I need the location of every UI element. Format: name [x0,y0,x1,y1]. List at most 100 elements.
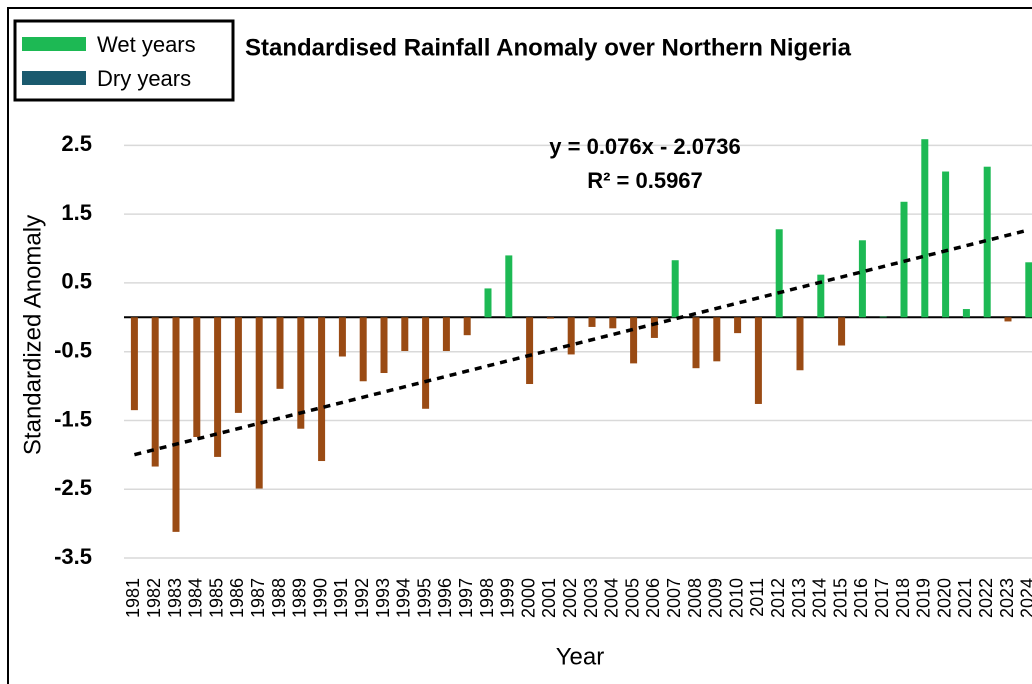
x-tick-label: 1994 [394,578,414,618]
x-tick-label: 1998 [477,578,497,618]
bar [609,317,617,329]
x-tick-label: 2010 [726,578,746,618]
x-tick-label: 1989 [290,578,310,618]
bar [359,317,367,382]
x-tick-label: 1981 [123,578,143,618]
bar [796,317,804,371]
trend-r2: R² = 0.5967 [587,168,703,193]
x-tick-label: 2009 [706,578,726,618]
bar [858,240,866,318]
bar [1004,317,1012,322]
x-tick-label: 1984 [186,578,206,618]
y-tick-label: -3.5 [54,544,92,569]
bar [754,317,762,404]
x-tick-label: 1996 [435,578,455,618]
x-tick-label: 2021 [955,578,975,618]
x-tick-label: 1987 [248,578,268,618]
x-tick-label: 1986 [227,578,247,618]
bar [338,317,346,357]
legend-swatch [22,71,86,85]
x-tick-label: 1988 [269,578,289,618]
bar [463,317,471,336]
x-tick-label: 1990 [310,578,330,618]
x-tick-label: 2022 [976,578,996,618]
bar [151,317,159,467]
x-tick-label: 2012 [768,578,788,618]
x-tick-label: 2014 [810,578,830,618]
x-tick-label: 1995 [414,578,434,618]
bar [255,317,263,489]
bar [775,229,783,318]
bar [546,317,554,319]
legend-swatch [22,37,86,51]
legend-label: Dry years [97,66,191,91]
x-tick-label: 2018 [893,578,913,618]
bar [172,317,180,532]
x-axis-title: Year [556,643,605,670]
x-tick-label: 1983 [165,578,185,618]
bar [879,316,887,318]
x-tick-label: 2007 [664,578,684,618]
bar [442,317,450,352]
y-tick-label: 1.5 [61,200,92,225]
bar [422,317,430,409]
bar [983,166,991,318]
bar [588,317,596,327]
bar [214,317,222,457]
x-tick-label: 2017 [872,578,892,618]
x-tick-label: 1999 [498,578,518,618]
bar [942,171,950,318]
bar [234,317,242,413]
x-tick-label: 2015 [830,578,850,618]
bar [817,274,825,318]
trendline [133,228,1030,457]
y-axis-title: Standardized Anomaly [19,215,46,455]
bar [130,317,138,411]
legend-box [13,19,235,102]
x-tick-label: 2020 [934,578,954,618]
x-tick-label: 2002 [560,578,580,618]
legend-label: Wet years [97,32,196,57]
bar [692,317,700,369]
bar [734,317,742,334]
bar [962,309,970,318]
y-tick-label: -0.5 [54,338,92,363]
x-tick-label: 2006 [643,578,663,618]
y-tick-label: 2.5 [61,131,92,156]
x-tick-label: 2008 [685,578,705,618]
bar [401,317,409,352]
x-tick-label: 1982 [144,578,164,618]
bar [650,317,658,338]
bar [671,260,679,318]
x-tick-label: 2011 [747,578,767,617]
bar [484,288,492,318]
bar [921,139,929,318]
x-tick-label: 2001 [539,578,559,618]
bar [838,317,846,346]
bar [713,317,721,362]
bar [297,317,305,429]
x-tick-label: 2024 [1018,578,1032,618]
trend-equation: y = 0.076x - 2.0736 [549,134,740,159]
x-tick-label: 2023 [997,578,1017,618]
x-tick-label: 1992 [352,578,372,618]
bar [526,317,534,385]
bar [567,317,575,355]
bar [1025,262,1032,318]
bar [380,317,388,374]
x-tick-label: 2016 [851,578,871,618]
y-tick-label: -2.5 [54,475,92,500]
x-tick-label: 1997 [456,578,476,618]
x-tick-label: 2003 [581,578,601,618]
bar [630,317,638,364]
x-tick-label: 1993 [373,578,393,618]
x-tick-label: 1991 [331,578,351,618]
y-tick-label: 0.5 [61,269,92,294]
chart-title: Standardised Rainfall Anomaly over North… [245,34,852,61]
x-tick-label: 2005 [622,578,642,618]
x-tick-label: 2004 [602,578,622,618]
y-tick-label: -1.5 [54,406,92,431]
x-tick-label: 2000 [518,578,538,618]
bar [505,255,513,318]
x-tick-label: 2019 [914,578,934,618]
